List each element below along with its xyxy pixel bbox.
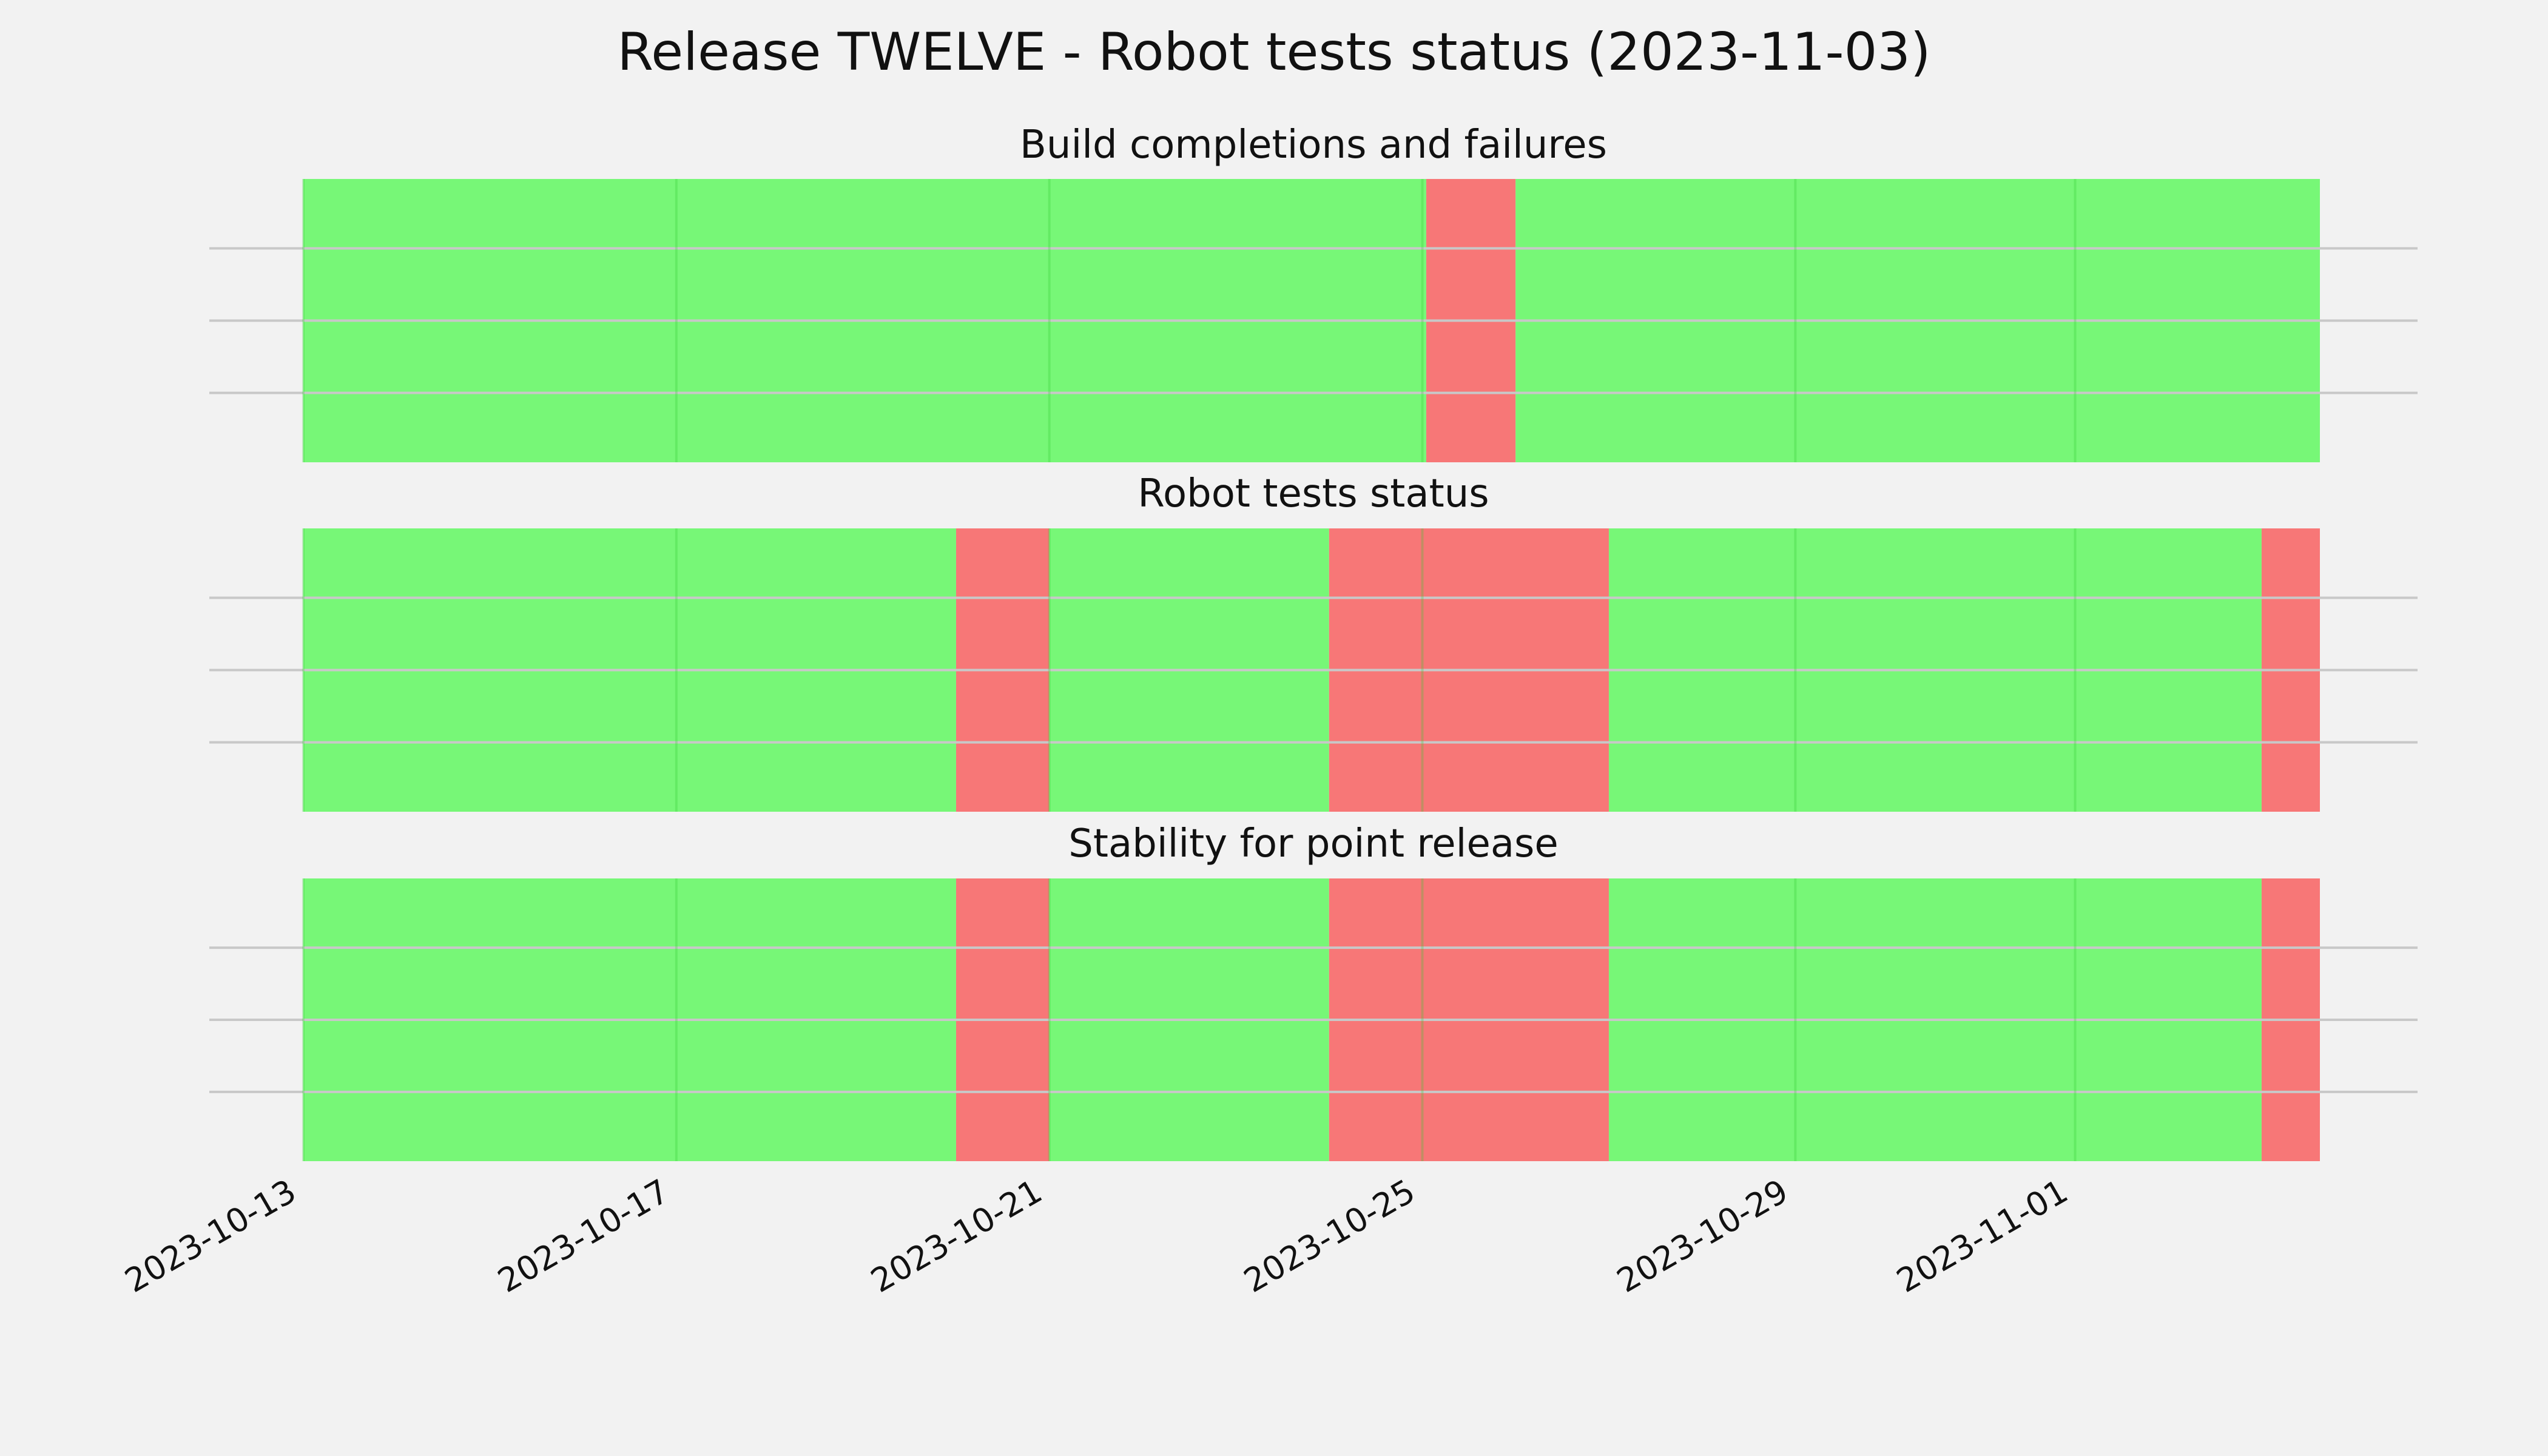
x-tick-label: 2023-10-17 [491, 1172, 675, 1300]
x-tick-label: 2023-10-25 [1238, 1172, 1421, 1300]
panel-1: Build completions and failures [209, 123, 2418, 462]
x-axis-ticks: 2023-10-13 2023-10-17 2023-10-21 2023-10-25… [118, 1172, 2074, 1300]
x-tick-label: 2023-10-21 [864, 1172, 1048, 1300]
x-tick-label: 2023-10-13 [118, 1172, 302, 1300]
chart-title: Release TWELVE - Robot tests status (202… [617, 22, 1930, 83]
panel-3: Stability for point release [209, 821, 2418, 1161]
x-tick-label: 2023-10-29 [1611, 1172, 1795, 1300]
x-tick-label: 2023-11-01 [1890, 1172, 2074, 1300]
panel-title: Stability for point release [1068, 821, 1559, 866]
panel-2: Robot tests status [209, 471, 2418, 812]
panel-title: Build completions and failures [1020, 123, 1607, 167]
panel-title: Robot tests status [1138, 471, 1489, 516]
panels: Build completions and failures Robot test… [209, 123, 2418, 1161]
